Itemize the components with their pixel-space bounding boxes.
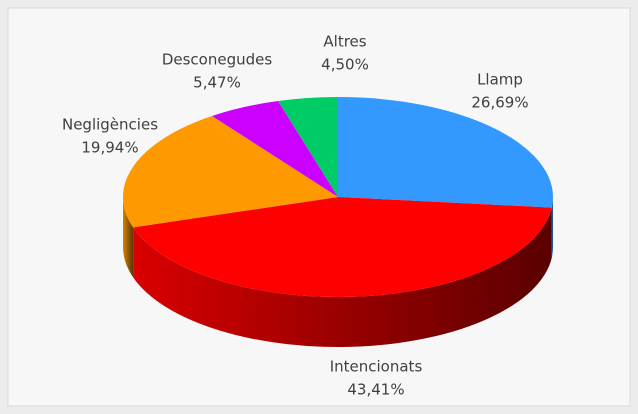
slice-side (133, 207, 552, 347)
slice (122, 115, 338, 228)
slice (278, 97, 338, 197)
slice-value-label: 19,94% (81, 139, 138, 157)
slice (133, 197, 552, 297)
slice-label: Desconegudes (162, 51, 273, 69)
slice-side (123, 197, 134, 278)
slice-side (551, 197, 553, 258)
slice (211, 100, 338, 197)
slice-value-label: 43,41% (347, 381, 404, 399)
slice-label: Llamp (477, 71, 523, 89)
slice (338, 97, 553, 208)
slice-value-label: 26,69% (471, 94, 528, 112)
slice-value-label: 5,47% (193, 74, 241, 92)
slice-label: Negligències (62, 116, 158, 134)
slice-value-label: 4,50% (321, 56, 369, 74)
slice-label: Intencionats (330, 358, 423, 376)
slice-label: Altres (323, 33, 366, 51)
